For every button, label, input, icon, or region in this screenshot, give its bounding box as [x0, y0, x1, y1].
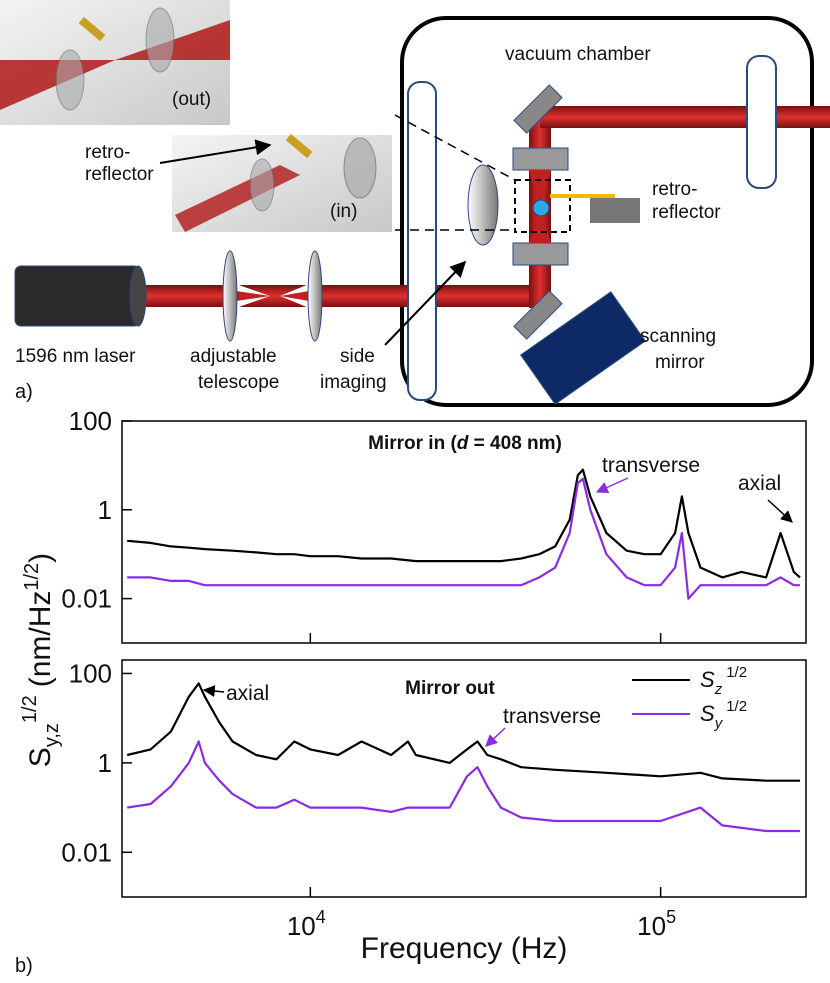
scanning-mirror: [520, 291, 646, 405]
y-tick-label: 100: [69, 658, 112, 688]
label: adjustable: [190, 346, 277, 367]
y-tick-label: 0.01: [61, 837, 112, 867]
panel-label: a): [15, 381, 33, 403]
zoom-line: [394, 114, 516, 181]
legend-name: S: [700, 667, 715, 692]
plot-frame: [121, 659, 807, 898]
legend-sup: 1/2: [726, 698, 747, 715]
annotation: axial: [226, 682, 269, 705]
label: scanning: [640, 326, 716, 347]
legend-sup: 1/2: [726, 664, 747, 681]
y-axis-label-part: (nm/Hz: [24, 591, 57, 688]
lens-out: [145, 7, 175, 73]
label: imaging: [320, 372, 387, 393]
title-part: d: [457, 433, 469, 454]
lens: [307, 250, 323, 342]
retro-mount: [590, 198, 640, 223]
y-tick-label: 0.01: [61, 584, 112, 614]
focus: [236, 291, 309, 301]
legend-label: Sz1/2: [700, 664, 747, 698]
annotation: transverse: [503, 705, 601, 728]
plot-frame: [121, 420, 807, 644]
y-tick-label: 1: [98, 748, 112, 778]
annotation: transverse: [602, 454, 700, 477]
setup-diagram: (out) (in) vacuum chamber retro- reflect…: [0, 0, 830, 407]
laser: [14, 265, 141, 327]
x-tick-label: 105: [637, 907, 676, 941]
x-tick-exponent: 5: [666, 907, 676, 927]
retro-mirror-icon: [285, 133, 313, 159]
objective: [512, 242, 569, 266]
legend-sub: z: [714, 681, 723, 698]
annotation-arrow: [767, 499, 793, 523]
zoom-box: [514, 179, 571, 233]
title-part: Mirror in (: [368, 433, 457, 454]
y-axis-label: Sy,z1/2(nm/Hz1/2): [19, 553, 63, 767]
annotation-arrow: [595, 477, 629, 494]
legend-sub: y: [714, 715, 724, 732]
lens-in: [249, 158, 275, 212]
y-axis-label-part: 1/2: [21, 563, 43, 591]
panel-title: Mirror out: [405, 678, 495, 699]
arrow: [159, 139, 272, 164]
retro-mirror-icon: [78, 16, 106, 42]
inset-label: (out): [172, 89, 211, 110]
label: reflector: [85, 164, 154, 185]
annotation-arrow: [202, 685, 225, 698]
annotation-arrow: [485, 727, 506, 747]
label: mirror: [655, 352, 705, 373]
label: retro-: [652, 179, 697, 200]
series-line: [127, 477, 800, 600]
y-axis-label-part: S: [24, 747, 57, 767]
mirror: [513, 290, 563, 340]
series-line: [127, 740, 800, 833]
mirror: [513, 84, 563, 134]
imaging-lens: [467, 164, 499, 246]
lens: [222, 250, 238, 342]
x-tick-base: 10: [637, 911, 666, 941]
inset-label: (in): [330, 201, 357, 222]
laser: [129, 265, 147, 327]
panel-label: b): [15, 955, 33, 977]
label: side: [340, 346, 375, 367]
series-line: [127, 468, 801, 579]
annotation: axial: [738, 472, 781, 495]
x-tick-exponent: 4: [316, 907, 326, 927]
y-axis-label-part: 1/2: [19, 695, 41, 723]
title-part: Mirror out: [405, 678, 495, 699]
x-tick-label: 104: [287, 907, 326, 941]
title-part: = 408 nm): [468, 433, 561, 454]
window: [407, 81, 437, 401]
y-axis-label-part: ): [24, 553, 57, 563]
legend-name: S: [700, 701, 715, 726]
label: 1596 nm laser: [15, 346, 136, 367]
particle: [532, 199, 550, 217]
objective: [512, 147, 569, 171]
x-axis-label: Frequency (Hz): [361, 932, 568, 965]
window: [746, 55, 777, 189]
y-tick-label: 100: [69, 406, 112, 436]
beam: [540, 106, 830, 128]
label: telescope: [198, 372, 279, 393]
y-axis-label-part: y,z: [41, 723, 63, 747]
legend-label: Sy1/2: [700, 698, 747, 732]
beam: [145, 285, 540, 307]
label: retro-: [85, 142, 130, 163]
vacuum-chamber: [400, 16, 814, 407]
label: vacuum chamber: [505, 44, 651, 65]
y-tick-label: 1: [98, 495, 112, 525]
panel-title: Mirror in (d = 408 nm): [368, 433, 562, 454]
arrow: [384, 260, 467, 346]
label: reflector: [652, 202, 721, 223]
lens-in: [343, 137, 377, 199]
lens-out: [55, 49, 85, 111]
x-tick-base: 10: [287, 911, 316, 941]
